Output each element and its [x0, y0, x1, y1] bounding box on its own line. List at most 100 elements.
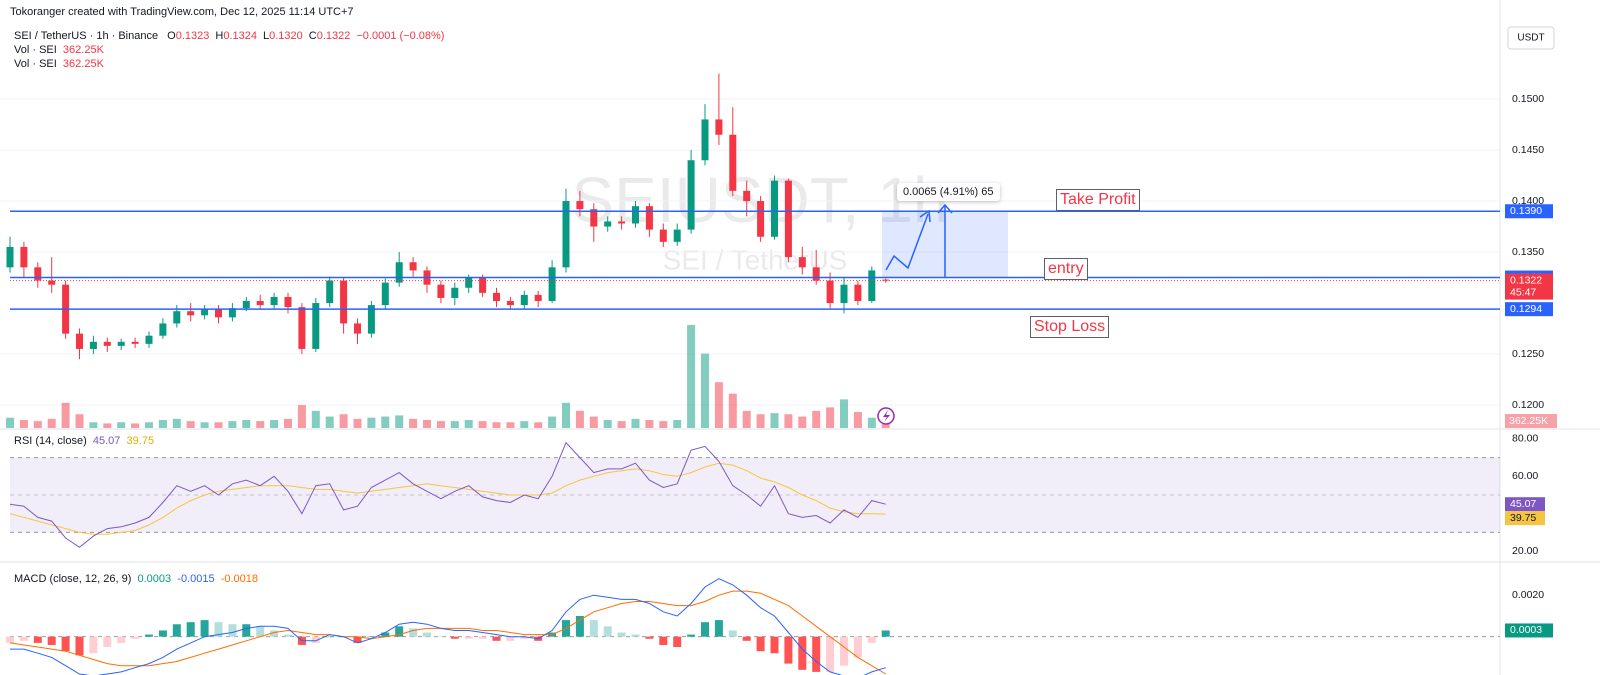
volume-bar — [575, 410, 584, 428]
rsi-value-label: 45.07 — [1510, 498, 1536, 510]
symbol: SEI / TetherUS · 1h · Binance — [14, 30, 159, 42]
candle-body — [784, 180, 792, 258]
candle-body — [340, 280, 348, 324]
volume-bar — [284, 418, 292, 428]
ohlc-value: 0.1322 — [316, 30, 351, 42]
volume-bar — [589, 416, 598, 428]
macd-histogram-bar — [645, 636, 654, 639]
rsi-line — [9, 441, 886, 548]
candle-body — [270, 296, 278, 306]
attribution: Tokoranger created with TradingView.com,… — [10, 6, 354, 18]
candle-body — [20, 246, 28, 268]
volume-bar — [853, 411, 862, 428]
macd-histogram-bar — [728, 630, 737, 637]
volume-bar — [812, 410, 821, 428]
candle-body — [451, 287, 459, 298]
macd-histogram-bar — [742, 636, 751, 641]
macd-histogram-bar — [520, 636, 529, 639]
candle-body — [187, 311, 195, 316]
volume-bar — [353, 418, 362, 428]
macd-histogram-bar — [784, 636, 793, 664]
currency[interactable]: USDT — [1517, 33, 1544, 44]
macd-histogram-bar — [89, 636, 98, 654]
macd-histogram-bar — [659, 636, 668, 645]
macd-histogram-bar — [575, 615, 584, 637]
macd-line-value: -0.0015 — [177, 573, 215, 585]
candle-body — [201, 309, 209, 316]
candle-body — [506, 301, 514, 306]
ohlc-key: O — [167, 30, 176, 42]
macd-histogram-bar — [75, 636, 84, 656]
macd-histogram-bar — [256, 626, 265, 637]
level-price-box — [1505, 302, 1553, 317]
candle-body — [618, 221, 626, 224]
arrow-head — [919, 209, 931, 223]
ohlc-value: 0.1324 — [223, 30, 257, 42]
macd-histogram-bar — [395, 626, 404, 637]
volume-legend: Vol · SEI 362.25K — [14, 43, 104, 57]
volume-bar — [103, 423, 112, 428]
macd-histogram-bar — [172, 624, 181, 637]
macd-histogram-bar — [284, 634, 292, 637]
macd-histogram-bar — [117, 636, 126, 643]
candle-body — [687, 160, 695, 230]
currency-box[interactable] — [1507, 26, 1555, 50]
macd-line — [10, 578, 886, 675]
countdown: 45:47 — [1510, 286, 1536, 298]
candle-body — [215, 309, 222, 318]
macd-histogram-bar — [867, 636, 876, 643]
rsi-legend: RSI (14, close) 45.07 39.75 — [14, 434, 154, 448]
volume-bar — [867, 417, 876, 428]
candle-body — [493, 292, 500, 302]
candle-body — [854, 284, 862, 302]
macd-title: MACD (close, 12, 26, 9) — [14, 573, 132, 585]
candle-body — [715, 119, 723, 135]
candle-body — [743, 190, 751, 202]
volume-value-label: 362.25K — [1509, 415, 1548, 427]
volume-bar — [200, 422, 209, 428]
ohlc-value: 0.1323 — [175, 30, 210, 42]
volume-bar — [492, 422, 501, 428]
volume-value-box — [1505, 414, 1557, 428]
volume-bar — [548, 416, 557, 428]
candle-body — [520, 294, 528, 306]
volume-bar — [145, 422, 153, 428]
volume-bar — [311, 410, 320, 428]
level-note: entry — [1044, 257, 1088, 280]
macd-signal-line — [9, 590, 886, 675]
volume-bar — [117, 422, 126, 428]
candle-body — [534, 294, 542, 302]
y-tick-label: 0.1250 — [1512, 348, 1544, 360]
volume-bar — [19, 419, 28, 428]
volume-bar — [603, 419, 612, 428]
macd-histogram-bar — [145, 634, 153, 637]
rsi-ma-value: 39.75 — [126, 435, 155, 447]
candle-body — [326, 280, 334, 304]
candle-body — [409, 262, 417, 271]
macd-histogram-bar — [131, 636, 140, 639]
volume-bar — [506, 422, 515, 428]
ohlc-key: C — [308, 30, 317, 42]
candle-body — [298, 307, 306, 349]
candle-body — [145, 335, 153, 344]
volume-bar — [701, 353, 709, 428]
macd-tick-label: 0.0020 — [1512, 589, 1544, 601]
ohlc-value: 0.1320 — [269, 30, 303, 42]
candle-body — [771, 180, 778, 237]
macd-histogram-bar — [589, 620, 598, 637]
macd-histogram-bar — [853, 636, 862, 658]
macd-histogram-bar — [450, 636, 459, 639]
volume-bar — [728, 393, 737, 428]
volume-bar — [256, 421, 265, 428]
volume-bar — [214, 422, 223, 428]
macd-histogram-bar — [353, 636, 362, 643]
candle-body — [242, 301, 250, 309]
macd-histogram-bar — [826, 636, 835, 672]
volume-bar — [367, 417, 376, 428]
macd-histogram-bar — [436, 636, 445, 638]
macd-histogram-bar — [228, 624, 237, 637]
level-price-label: 0.1294 — [1510, 303, 1542, 315]
macd-histogram-bar — [714, 620, 723, 637]
